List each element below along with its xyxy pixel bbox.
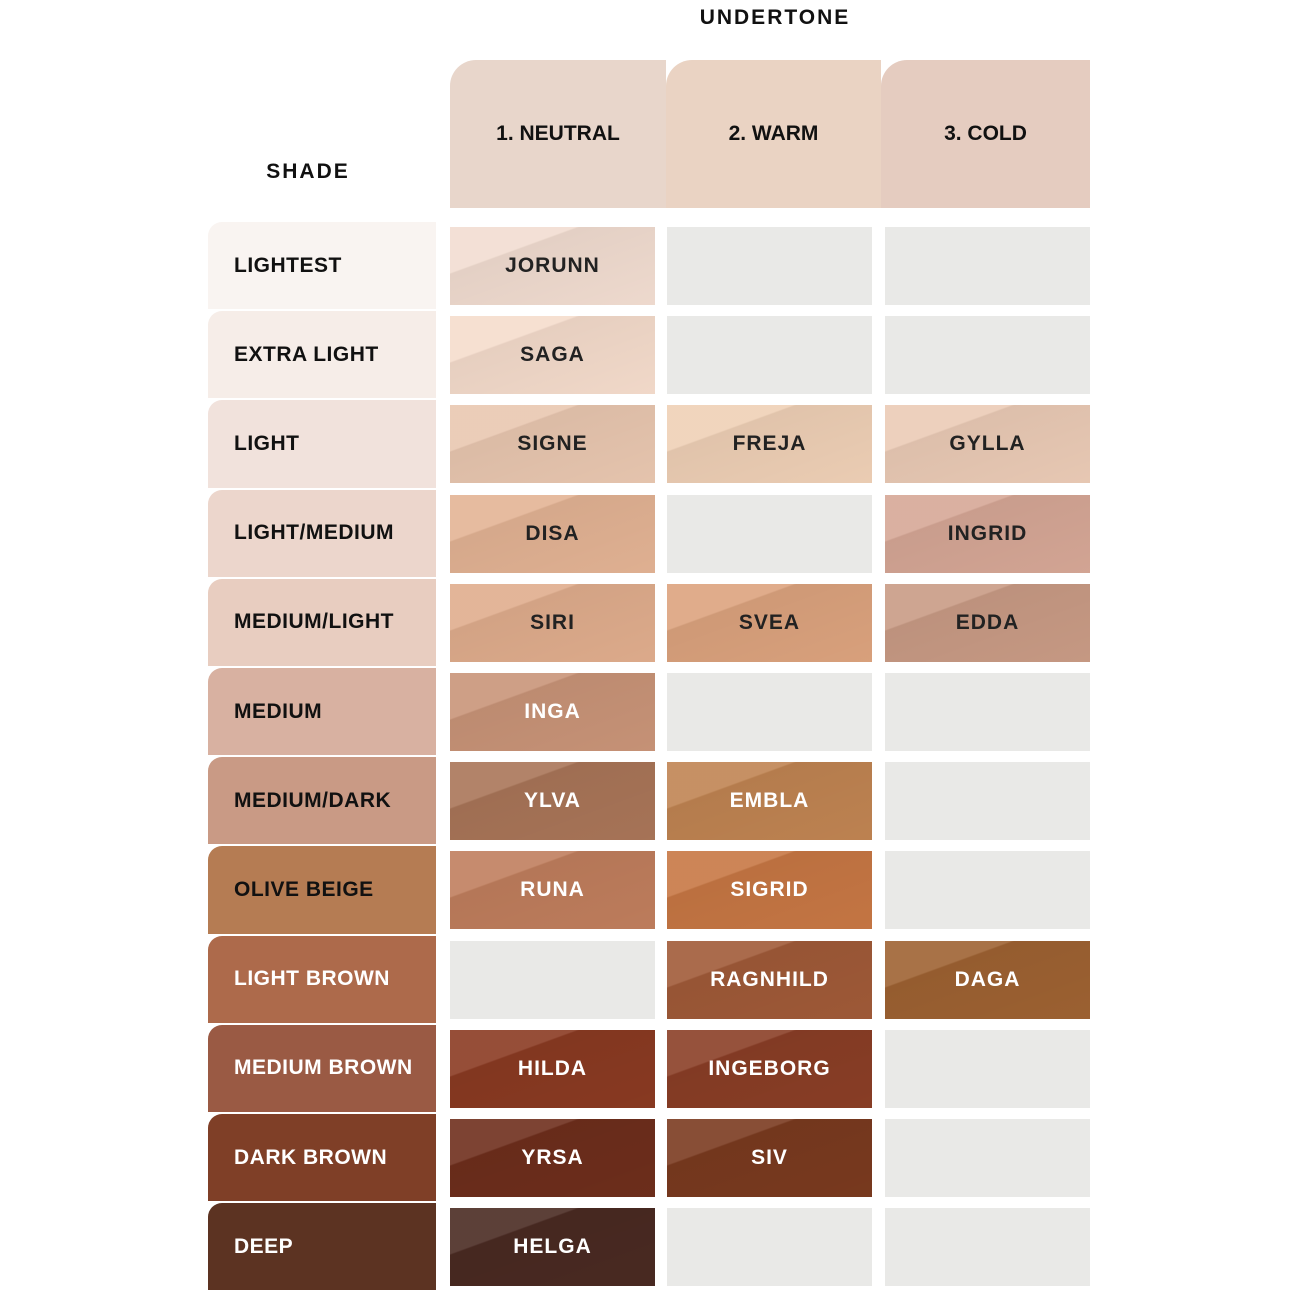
shade-name: RAGNHILD [710,967,829,991]
shade-swatch: GYLLA [885,405,1090,484]
shade-swatch: HILDA [450,1029,655,1108]
shade-swatch: SIRI [450,583,655,662]
shade-name: DISA [525,521,580,545]
shade-label: OLIVE BEIGE [208,846,436,934]
shade-swatch: YLVA [450,762,655,841]
column-header: 1. NEUTRAL [450,60,666,208]
shade-name: SVEA [738,610,801,634]
shade-swatch: INGRID [885,494,1090,573]
shade-swatch: INGA [450,673,655,751]
shade-swatch: RAGNHILD [667,940,872,1019]
empty-cell [667,227,872,305]
shade-label: DARK BROWN [208,1114,436,1202]
shade-name: EMBLA [729,789,810,813]
shade-swatch: RUNA [450,851,655,930]
shade-swatch: SVEA [667,583,872,662]
shade-swatch: EMBLA [667,762,872,841]
shade-label: MEDIUM BROWN [208,1024,436,1112]
shade-name: DAGA [954,967,1021,991]
shade-swatch: DAGA [885,940,1090,1019]
empty-cell [885,673,1090,751]
shade-name: RUNA [520,878,585,902]
shade-name: YRSA [521,1146,584,1169]
shade-name: SIGRID [730,878,809,902]
shade-name: INGEBORG [708,1056,831,1080]
shade-name: SIRI [530,610,575,634]
shade-label: LIGHT BROWN [208,935,436,1023]
shade-swatch: YRSA [450,1119,655,1197]
shade-swatch: FREJA [667,405,872,484]
column-header: 3. COLD [881,60,1090,208]
empty-cell [885,851,1090,930]
shade-swatch: DISA [450,494,655,573]
undertone-title: UNDERTONE [699,6,851,29]
empty-cell [667,1208,872,1287]
shade-label: MEDIUM [208,668,436,756]
shade-swatch: SIGRID [667,851,872,930]
shade-swatch: SIV [667,1119,872,1197]
shade-label: LIGHT/MEDIUM [208,489,436,577]
column-header: 2. WARM [666,60,881,208]
shade-name: SAGA [520,343,585,367]
shade-name: EDDA [955,610,1020,634]
shade-label: LIGHT [208,400,436,488]
shade-label: LIGHTEST [208,222,436,310]
empty-cell [667,494,872,573]
shade-swatch: INGEBORG [667,1029,872,1108]
empty-cell [450,940,655,1019]
shade-heading: SHADE [266,160,350,183]
shade-swatch: JORUNN [450,227,655,305]
shade-name: INGRID [947,521,1028,545]
empty-cell [885,316,1090,395]
shade-label: DEEP [208,1203,436,1291]
shade-label: MEDIUM/LIGHT [208,578,436,666]
shade-name: INGA [524,700,581,723]
shade-label: MEDIUM/DARK [208,757,436,845]
empty-cell [885,227,1090,305]
shade-name: GYLLA [949,432,1026,456]
shade-swatch: SIGNE [450,405,655,484]
empty-cell [885,1208,1090,1287]
empty-cell [885,762,1090,841]
shade-swatch: EDDA [885,583,1090,662]
empty-cell [885,1029,1090,1108]
shade-name: HELGA [513,1235,592,1259]
shade-label: EXTRA LIGHT [208,311,436,399]
shade-swatch: SAGA [450,316,655,395]
empty-cell [885,1119,1090,1197]
empty-cell [667,673,872,751]
shade-swatch: HELGA [450,1208,655,1287]
shade-name: YLVA [524,789,581,813]
shade-name: SIV [751,1146,788,1169]
shade-name: HILDA [517,1056,588,1080]
shade-name: SIGNE [517,432,588,456]
shade-name: FREJA [732,432,807,456]
empty-cell [667,316,872,395]
shade-name: JORUNN [505,254,600,277]
